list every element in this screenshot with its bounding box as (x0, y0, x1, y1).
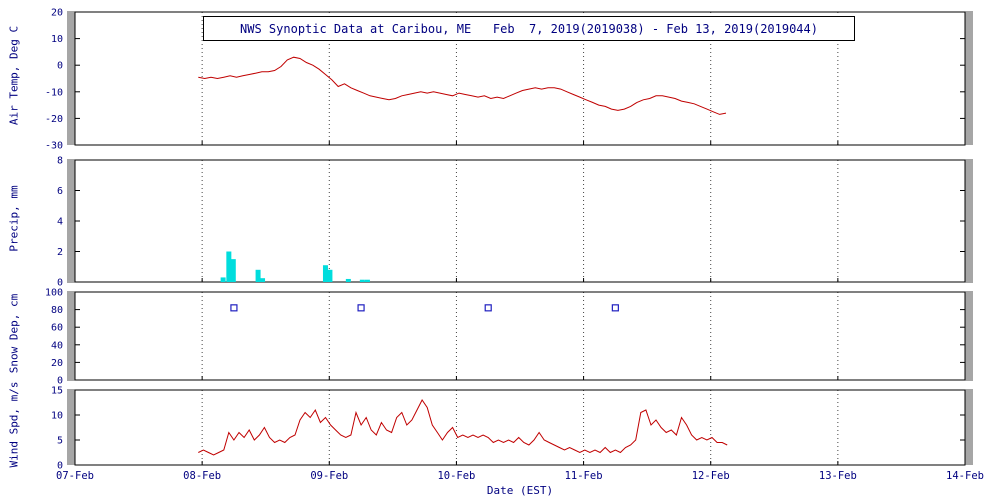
snow-depth-marker (357, 304, 365, 312)
tick-label: 12-Feb (692, 470, 730, 482)
panel-precip: 0 2 4 6 8 (57, 156, 973, 289)
x-axis-tick-labels: 07-Feb 08-Feb 09-Feb 10-Feb 11-Feb 12-Feb 13-F… (56, 470, 984, 482)
snow-depth-marker (230, 304, 238, 312)
tick-label: 15 (51, 386, 63, 397)
snow-depth-marker (611, 304, 619, 312)
panel-snow-depth: 0 20 40 60 80 100 (45, 288, 973, 387)
tick-label: 0 (57, 61, 63, 72)
tick-label: 5 (57, 436, 63, 447)
tick-label: 0 (57, 278, 63, 289)
y-axis-label-wind-speed: Wind Spd, m/s (7, 381, 21, 468)
tick-label: 80 (51, 305, 63, 316)
panel-air-temp: -30 -20 -10 0 10 20 (45, 8, 973, 152)
tick-label: 10 (51, 411, 63, 422)
precip-bar (327, 269, 333, 282)
panel-frame (74, 11, 966, 146)
tick-label: 20 (51, 358, 63, 369)
precip-bar (220, 277, 226, 282)
panel-frame (74, 159, 966, 283)
tick-label: 0 (57, 461, 63, 472)
panel-frame (74, 389, 966, 466)
tick-label: 20 (51, 8, 63, 19)
precip-bar (230, 259, 236, 282)
air-temp-series (198, 56, 727, 115)
tick-label: -20 (45, 114, 63, 125)
tick-label: 40 (51, 340, 63, 351)
y-axis-label-air-temp: Air Temp, Deg C (7, 25, 21, 126)
x-axis-label: Date (EST) (486, 484, 554, 497)
tick-label: 09-Feb (310, 470, 348, 482)
tick-label: -30 (45, 141, 63, 152)
tick-label: 100 (45, 288, 63, 299)
tick-label: 8 (57, 156, 63, 167)
tick-label: 14-Feb (946, 470, 984, 482)
tick-label: 6 (57, 186, 63, 197)
tick-label: 60 (51, 323, 63, 334)
precip-bar (359, 279, 365, 282)
panel-frame (74, 291, 966, 381)
tick-label: 10-Feb (437, 470, 475, 482)
wind-speed-series (198, 399, 728, 456)
panel-wind-speed: 0 5 10 15 (51, 386, 973, 472)
tick-label: -10 (45, 87, 63, 98)
tick-label: 11-Feb (565, 470, 603, 482)
precip-bar (226, 251, 232, 282)
precip-bar (255, 269, 261, 282)
precip-bar (322, 265, 328, 282)
chart-title-box: NWS Synoptic Data at Caribou, ME Feb 7, … (203, 16, 855, 41)
precip-bar (345, 278, 351, 282)
tick-label: 13-Feb (819, 470, 857, 482)
precip-bar (364, 279, 370, 282)
tick-label: 2 (57, 247, 63, 258)
tick-label: 0 (57, 376, 63, 387)
snow-depth-marker (484, 304, 492, 312)
tick-label: 07-Feb (56, 470, 94, 482)
tick-label: 10 (51, 34, 63, 45)
tick-label: 4 (57, 217, 63, 228)
precip-bar (260, 278, 266, 282)
tick-label: 08-Feb (183, 470, 221, 482)
chart-title: NWS Synoptic Data at Caribou, ME Feb 7, … (240, 21, 818, 36)
